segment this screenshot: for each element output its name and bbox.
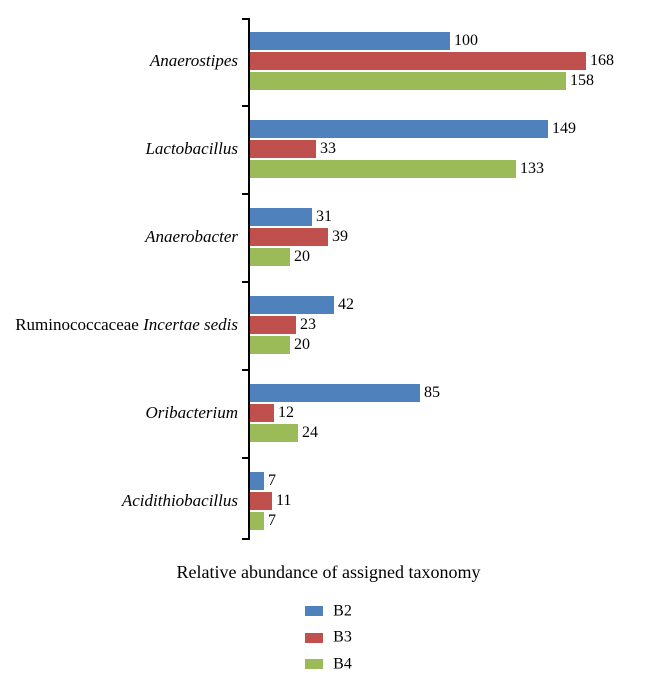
bar	[250, 72, 566, 90]
category-label-italic: Anaerostipes	[150, 51, 238, 70]
axis-tick	[242, 281, 248, 283]
category-group: 42 23 20	[248, 296, 608, 354]
legend-item: B2	[0, 598, 657, 624]
category-label: Oribacterium	[145, 403, 238, 423]
axis-tick	[242, 369, 248, 371]
bar-value-label: 23	[300, 316, 316, 334]
legend-label: B2	[333, 602, 352, 619]
category-label-italic: Acidithiobacillus	[122, 491, 238, 510]
category-group: 7117	[248, 472, 608, 530]
bar	[250, 296, 334, 314]
category-label-italic: Oribacterium	[145, 403, 238, 422]
legend-item: B3	[0, 624, 657, 650]
axis-tick	[242, 105, 248, 107]
bar	[250, 248, 290, 266]
bar-value-label: 33	[320, 140, 336, 158]
bar	[250, 424, 298, 442]
category-label-plain: Ruminococcaceae	[15, 315, 143, 334]
bar	[250, 52, 586, 70]
bar-value-label: 158	[570, 72, 594, 90]
bar-value-label: 20	[294, 248, 310, 266]
bar	[250, 492, 272, 510]
x-axis-title: Relative abundance of assigned taxonomy	[0, 562, 657, 583]
category-label-italic: Incertae sedis	[143, 315, 238, 334]
category-label-italic: Anaerobacter	[145, 227, 238, 246]
bar	[250, 140, 316, 158]
bar-value-label: 7	[268, 512, 276, 530]
bar	[250, 512, 264, 530]
axis-tick	[242, 193, 248, 195]
bar	[250, 120, 548, 138]
category-label: Anaerobacter	[145, 227, 238, 247]
bar	[250, 384, 420, 402]
bar	[250, 316, 296, 334]
legend-swatch	[305, 633, 323, 643]
legend-item: B4	[0, 651, 657, 677]
category-group: 85 12 24	[248, 384, 608, 442]
chart-container: 100168158149331333139204223208512247117 …	[0, 0, 657, 689]
bar	[250, 208, 312, 226]
category-group: 100168158	[248, 32, 608, 90]
legend: B2 B3 B4	[0, 598, 657, 677]
bar	[250, 472, 264, 490]
bar-value-label: 133	[520, 160, 544, 178]
bar-value-label: 20	[294, 336, 310, 354]
bar-value-label: 12	[278, 404, 294, 422]
category-label: Lactobacillus	[145, 139, 238, 159]
bar-value-label: 42	[338, 296, 354, 314]
category-label: Ruminococcaceae Incertae sedis	[15, 315, 238, 335]
bar-value-label: 39	[332, 228, 348, 246]
y-axis-line	[248, 18, 250, 540]
bar-value-label: 11	[276, 492, 291, 510]
legend-label: B3	[333, 629, 352, 646]
legend-swatch	[305, 659, 323, 669]
legend-swatch	[305, 606, 323, 616]
bar	[250, 160, 516, 178]
bar-value-label: 149	[552, 120, 576, 138]
bar-value-label: 31	[316, 208, 332, 226]
category-label: Acidithiobacillus	[122, 491, 238, 511]
plot-area: 100168158 149 33 133 3139 20 42 23 20 85 12 24 7117	[248, 18, 608, 540]
category-group: 149 33 133	[248, 120, 608, 178]
axis-tick	[242, 457, 248, 459]
legend-label: B4	[333, 655, 352, 672]
bar-value-label: 85	[424, 384, 440, 402]
axis-tick	[242, 18, 248, 20]
bar	[250, 228, 328, 246]
axis-tick	[242, 538, 248, 540]
category-label: Anaerostipes	[150, 51, 238, 71]
bar	[250, 336, 290, 354]
category-group: 3139 20	[248, 208, 608, 266]
bar-value-label: 100	[454, 32, 478, 50]
bar	[250, 404, 274, 422]
category-label-italic: Lactobacillus	[145, 139, 238, 158]
bar-value-label: 24	[302, 424, 318, 442]
bar-value-label: 168	[590, 52, 614, 70]
bar-value-label: 7	[268, 472, 276, 490]
bar	[250, 32, 450, 50]
